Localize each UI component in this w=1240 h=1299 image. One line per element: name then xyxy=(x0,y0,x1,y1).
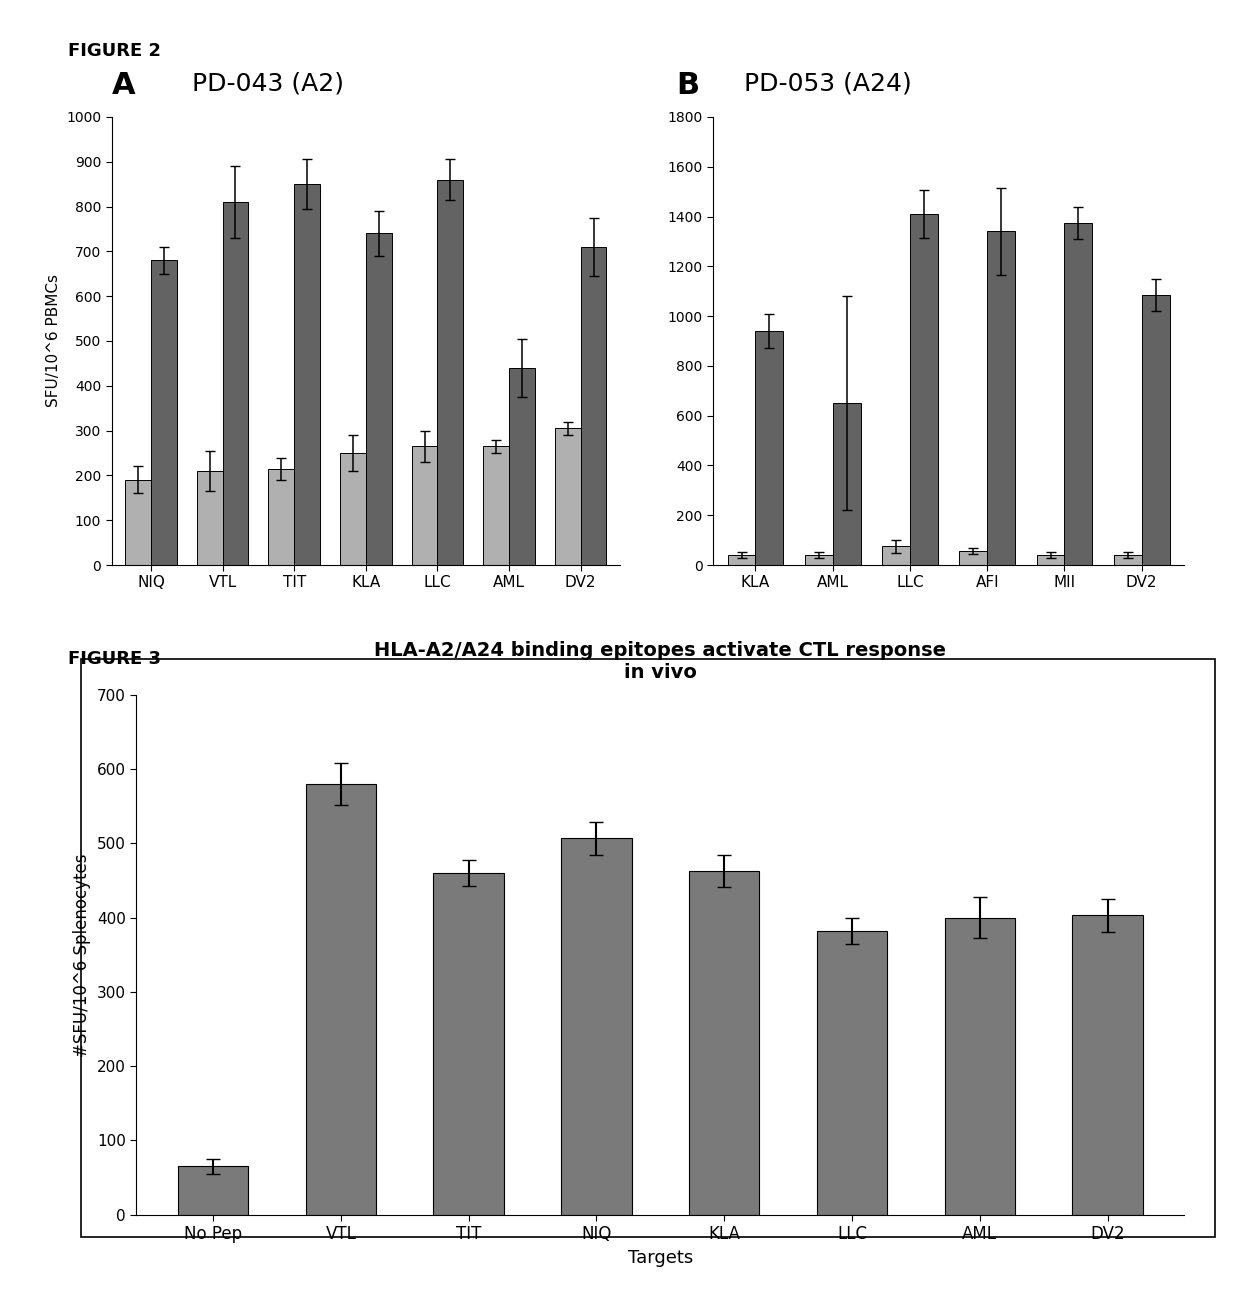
Bar xyxy=(755,331,784,565)
Bar xyxy=(434,873,503,1215)
Text: FIGURE 3: FIGURE 3 xyxy=(68,650,161,668)
Bar xyxy=(306,785,376,1215)
Bar xyxy=(833,403,861,565)
Bar xyxy=(960,551,987,565)
Bar xyxy=(268,469,294,565)
Bar xyxy=(484,447,508,565)
Bar xyxy=(125,479,151,565)
Bar xyxy=(910,214,937,565)
Bar xyxy=(805,555,833,565)
Bar xyxy=(412,447,438,565)
Bar xyxy=(366,234,392,565)
Bar xyxy=(340,453,366,565)
Bar xyxy=(1142,295,1169,565)
Text: A: A xyxy=(112,71,135,100)
Bar xyxy=(177,1167,248,1215)
Y-axis label: SFU/10^6 PBMCs: SFU/10^6 PBMCs xyxy=(46,274,61,408)
Bar xyxy=(987,231,1016,565)
Bar xyxy=(817,931,887,1215)
Bar xyxy=(1037,555,1064,565)
Text: PD-053 (A24): PD-053 (A24) xyxy=(744,71,911,95)
Bar xyxy=(1114,555,1142,565)
Bar xyxy=(580,247,606,565)
Bar xyxy=(438,179,464,565)
X-axis label: Targets: Targets xyxy=(627,1248,693,1267)
Bar xyxy=(1073,916,1143,1215)
Bar xyxy=(728,555,755,565)
Bar xyxy=(197,472,223,565)
Bar xyxy=(554,429,580,565)
Bar xyxy=(1064,222,1092,565)
Bar xyxy=(151,260,177,565)
Title: HLA-A2/A24 binding epitopes activate CTL response
in vivo: HLA-A2/A24 binding epitopes activate CTL… xyxy=(374,642,946,682)
Bar xyxy=(562,838,631,1215)
Text: PD-043 (A2): PD-043 (A2) xyxy=(192,71,345,95)
Text: FIGURE 2: FIGURE 2 xyxy=(68,42,161,60)
Bar xyxy=(294,184,320,565)
Bar xyxy=(882,547,910,565)
Bar xyxy=(223,203,248,565)
Text: B: B xyxy=(676,71,699,100)
Bar xyxy=(508,368,534,565)
Bar xyxy=(945,917,1014,1215)
Bar xyxy=(689,870,759,1215)
Y-axis label: #SFU/10^6 Splenocytes: #SFU/10^6 Splenocytes xyxy=(73,853,92,1056)
